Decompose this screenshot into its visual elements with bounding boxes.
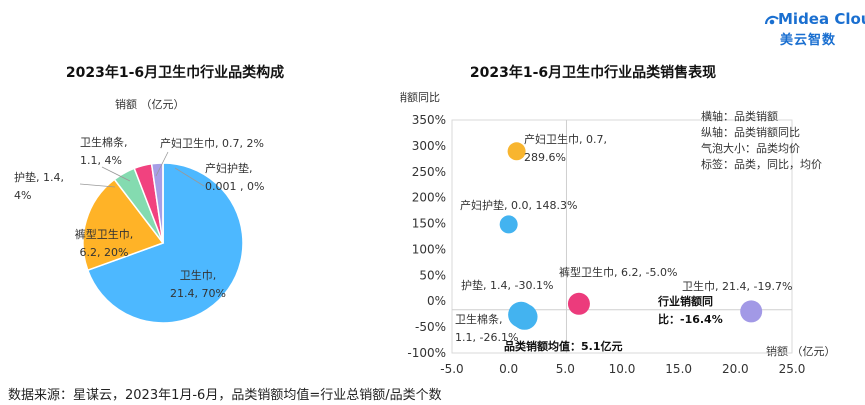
legend-note: 气泡大小：品类均价 (701, 141, 800, 155)
x-tick-label: 10.0 (609, 362, 636, 376)
x-tick-label: 0.0 (499, 362, 518, 376)
pie-slice-label: 产妇护垫, (205, 161, 253, 175)
x-tick-label: -5.0 (440, 362, 463, 376)
pie-leader-line (79, 183, 116, 188)
brand-subname: 美云智数 (780, 33, 837, 48)
brand-name: Midea Cloud (778, 10, 865, 28)
source-note: 数据来源：星谋云，2023年1月-6月，品类销额均值=行业总销额/品类个数 (8, 388, 442, 403)
y-tick-label: 250% (412, 165, 446, 179)
y-tick-label: 0% (427, 294, 446, 308)
legend-note: 纵轴：品类销额同比 (701, 125, 800, 139)
bubble (507, 142, 526, 161)
bubble-label: 产妇卫生巾, 0.7, (524, 132, 607, 146)
bubble (740, 300, 763, 323)
brand-logo: Midea Cloud 美云智数 (764, 10, 865, 50)
x-axis-title: 销额 （亿元） (766, 344, 836, 358)
y-tick-label: 350% (412, 113, 446, 127)
x-tick-label: 20.0 (722, 362, 749, 376)
bubble-label: 1.1, -26.1% (455, 331, 518, 344)
pie-slice-label: 21.4, 70% (170, 287, 226, 300)
x-tick-label: 25.0 (779, 362, 806, 376)
avg-sales-ref-label: 品类销额均值：5.1亿元 (504, 339, 623, 353)
bubble-chart: 2023年1-6月卫生巾行业品类销售表现 销额同比 销额 （亿元） -100% -… (400, 64, 836, 376)
pie-title: 2023年1-6月卫生巾行业品类构成 (66, 64, 284, 81)
y-tick-label: -100% (407, 346, 446, 360)
pie-slice-label: 6.2, 20% (80, 246, 129, 259)
y-tick-label: -50% (415, 320, 446, 334)
x-tick-label: 5.0 (556, 362, 575, 376)
bubble-label: 289.6% (524, 151, 566, 164)
y-tick-label: 200% (412, 191, 446, 205)
pie-slice-label: 产妇卫生巾, 0.7, 2% (160, 136, 264, 150)
pie-chart: 2023年1-6月卫生巾行业品类构成 销额 （亿元） 卫生巾, 21.4, 70%… (14, 64, 284, 324)
bubble-title: 2023年1-6月卫生巾行业品类销售表现 (470, 64, 716, 81)
pie-slice-label: 卫生巾, (180, 268, 217, 282)
pie-leader-line (101, 166, 131, 182)
pie-slice (82, 178, 165, 272)
pie-slice-label: 4% (14, 189, 31, 202)
y-tick-label: 50% (419, 268, 446, 282)
y-tick-label: 300% (412, 139, 446, 153)
pie-slice-label: 裤型卫生巾, (75, 227, 134, 241)
industry-yoy-ref-label: 行业销额同 (657, 294, 713, 308)
x-tick-label: 15.0 (665, 362, 692, 376)
pie-unit-label: 销额 （亿元） (115, 97, 185, 111)
bubble (499, 215, 518, 234)
bubble-label: 卫生巾, 21.4, -19.7% (682, 279, 792, 293)
bubble (508, 301, 535, 328)
pie-slice-label: 1.1, 4% (80, 154, 122, 167)
legend-note: 横轴：品类销额 (701, 109, 778, 123)
bubble-label: 产妇护垫, 0.0, 148.3% (460, 198, 577, 212)
y-tick-label: 100% (412, 242, 446, 256)
legend-note: 标签：品类，同比，均价 (701, 157, 822, 171)
pie-slice-label: 0.001 , 0% (205, 180, 264, 193)
pie-slice (86, 162, 244, 324)
industry-yoy-ref-label: 比：-16.4% (658, 312, 723, 326)
logo-arc-icon (764, 15, 779, 25)
bubble (567, 292, 590, 315)
pie-leader-line (174, 167, 205, 187)
bubble-label: 卫生棉条, (455, 312, 503, 326)
bubble-label: 护垫, 1.4, -30.1% (461, 278, 553, 292)
bubble-label: 裤型卫生巾, 6.2, -5.0% (559, 265, 677, 279)
pie-slice-label: 护垫, 1.4, (14, 170, 64, 184)
y-axis-title: 销额同比 (400, 90, 440, 104)
plot-frame (451, 119, 793, 354)
pie-leader-line (155, 151, 169, 177)
y-tick-label: 150% (412, 217, 446, 231)
pie-slice-label: 卫生棉条, (80, 135, 128, 149)
